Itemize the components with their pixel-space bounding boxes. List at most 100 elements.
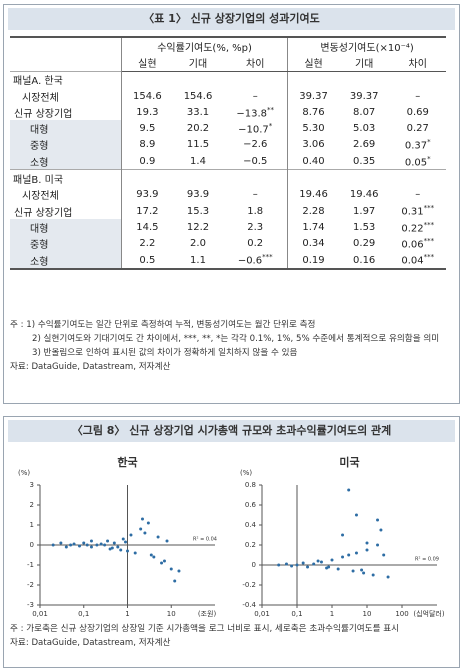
cell: 15.3	[186, 205, 210, 217]
group-header: 변동성기여도(×10⁻⁴)	[287, 35, 446, 55]
point	[347, 488, 351, 492]
table-notes: 주 : 1) 수익률기여도는 일간 단위로 측정하여 누적, 변동성기여도는 월…	[10, 318, 450, 374]
point	[290, 564, 294, 568]
blank	[287, 70, 339, 88]
point	[341, 555, 345, 559]
table-row: 신규 상장기업 17.2 15.3 1.8 2.28 1.97 0.31***	[10, 202, 446, 220]
blank	[338, 169, 390, 187]
point	[354, 513, 358, 517]
y-tick-label: 0	[30, 541, 34, 549]
column-header: 기대	[338, 54, 390, 72]
point	[72, 542, 76, 546]
x-unit: (십억달러)	[413, 609, 444, 618]
corner	[10, 35, 122, 72]
cell: 0.37*	[404, 138, 431, 152]
x-unit: (조원)	[198, 609, 217, 618]
point	[64, 545, 68, 549]
cell: 14.5	[136, 221, 159, 233]
point	[160, 561, 164, 565]
section-title: 패널B. 미국	[10, 169, 122, 187]
point	[152, 555, 156, 559]
cell: –	[252, 189, 258, 201]
row-label: 신규 상장기업	[10, 104, 122, 121]
x-tick-label: 0,1	[291, 610, 302, 618]
cell: 2.3	[247, 221, 264, 233]
y-axis-label: (%)	[240, 469, 252, 477]
cell: 0.40	[287, 153, 339, 170]
point	[119, 548, 123, 552]
cell: 8.9	[139, 139, 156, 151]
column-header: 기대	[172, 54, 224, 72]
point	[347, 553, 351, 557]
point	[365, 541, 369, 545]
figure-title: 〈그림 8〉 신규 상장기업 시가총액 규모와 초과수익률기여도의 관계	[8, 420, 455, 442]
y-tick-label: 0.4	[245, 521, 257, 529]
point	[116, 545, 120, 549]
cell: 0.04***	[389, 251, 446, 271]
cell: 19.46	[349, 189, 379, 201]
cell: 0.19	[287, 251, 339, 271]
y-tick-label: -0.4	[242, 601, 256, 609]
point	[146, 521, 150, 525]
point	[106, 539, 110, 543]
point	[277, 563, 281, 567]
row-label: 신규 상장기업	[10, 202, 122, 220]
point	[376, 543, 380, 547]
point	[312, 562, 316, 566]
cell: 11.5	[186, 139, 210, 151]
point	[89, 539, 93, 543]
point	[133, 551, 137, 555]
cell: 8.76	[287, 104, 339, 121]
blank	[121, 70, 173, 88]
point	[110, 546, 114, 550]
point	[89, 545, 93, 549]
point	[165, 539, 169, 543]
cell: 0.34	[287, 235, 339, 252]
point	[143, 531, 147, 535]
cell: 0.35	[353, 155, 376, 167]
row-label: 대형	[10, 219, 122, 236]
point	[99, 542, 103, 546]
cell: 154.6	[183, 90, 213, 102]
cell: 1.97	[353, 205, 376, 217]
cell: 3.06	[287, 136, 339, 154]
table-row: 대형 14.5 12.2 2.3 1.74 1.53 0.22***	[10, 219, 446, 236]
cell: 19.46	[287, 186, 339, 203]
table: 수익률기여도(%, %p) 변동성기여도(×10⁻⁴) 실현 기대 차이 실현 기대 차이 패널…	[10, 35, 446, 271]
point	[51, 543, 55, 547]
blank	[223, 70, 288, 88]
point	[376, 518, 380, 522]
cell: 0.31***	[401, 204, 435, 218]
row-label: 중형	[10, 235, 122, 252]
y-tick-label: -0.2	[242, 581, 256, 589]
y-axis-label: (%)	[18, 469, 30, 477]
note: 자료: DataGuide, Datastream, 저자계산	[10, 638, 171, 648]
table-row: 시장전체 154.6 154.6 – 39.37 39.37 –	[10, 87, 446, 105]
cell: 1.8	[247, 205, 264, 217]
blank	[172, 169, 224, 187]
note: 3) 반올림으로 인하여 표시된 값의 차이가 정확하게 일치하지 않을 수 있…	[32, 348, 298, 358]
y-tick-label: 2	[30, 501, 34, 509]
point	[360, 568, 364, 572]
cell: 9.5	[139, 123, 156, 135]
y-tick-label: 0.2	[245, 541, 256, 549]
header-row: 실현 기대 차이 실현 기대 차이	[10, 54, 446, 72]
x-tick-label: 100	[395, 610, 408, 618]
point	[371, 573, 375, 577]
table-row: 시장전체 93.9 93.9 – 19.46 19.46 –	[10, 186, 446, 203]
y-tick-label: -1	[27, 561, 34, 569]
point	[327, 565, 331, 569]
point	[365, 548, 369, 552]
cell: –	[415, 189, 421, 201]
point	[69, 543, 73, 547]
row-label: 시장전체	[10, 186, 122, 203]
note: 자료: DataGuide, Datastream, 저자계산	[10, 362, 171, 372]
cell: 0.2	[247, 238, 264, 250]
point	[85, 543, 89, 547]
cell: 17.2	[136, 205, 159, 217]
blank	[287, 169, 339, 187]
point	[162, 559, 166, 563]
section-row: 패널A. 한국	[10, 70, 446, 88]
